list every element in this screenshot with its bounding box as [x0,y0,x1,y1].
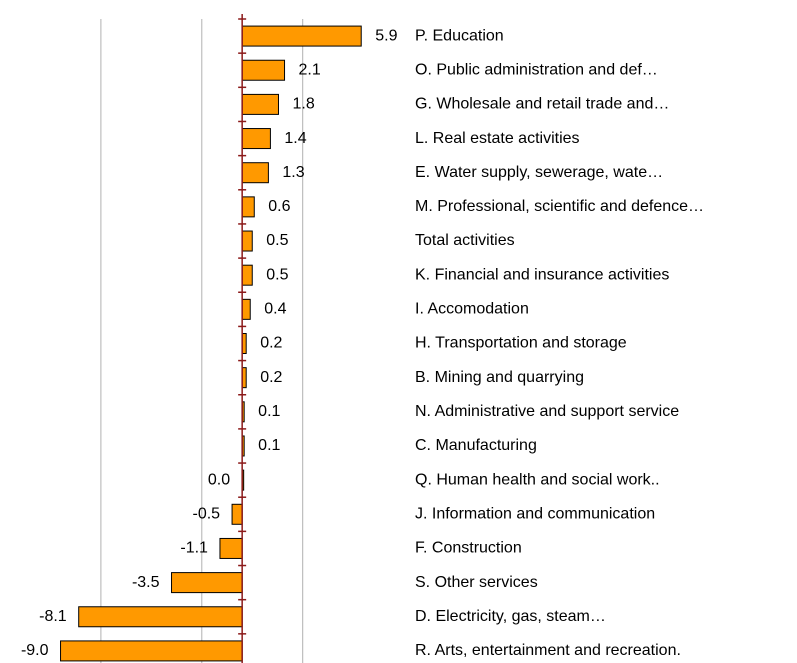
value-label: 1.4 [284,130,306,147]
value-label: 5.9 [375,27,397,44]
bar [241,128,271,150]
category-label: D. Electricity, gas, steam… [415,608,606,625]
category-label: R. Arts, entertainment and recreation. [415,642,681,659]
bar [241,59,286,81]
value-label: -1.1 [180,540,208,557]
bar [60,640,243,662]
category-label: G. Wholesale and retail trade and… [415,96,669,113]
bar [241,25,362,47]
bar [171,572,243,594]
value-label: 0.2 [260,335,282,352]
value-label: 0.2 [260,369,282,386]
value-label: -8.1 [39,608,67,625]
category-label: H. Transportation and storage [415,335,627,352]
bar [241,298,251,320]
category-label: P. Education [415,27,504,44]
bar [231,503,243,525]
category-label: C. Manufacturing [415,437,537,454]
value-label: 0.0 [208,471,230,488]
value-label: 0.5 [266,266,288,283]
category-label: N. Administrative and support service [415,403,679,420]
value-label: 1.8 [292,96,314,113]
value-label: -9.0 [21,642,49,659]
category-label: F. Construction [415,540,522,557]
value-label: 0.6 [268,198,290,215]
value-label: -3.5 [132,574,160,591]
value-label: 2.1 [299,61,321,78]
value-label: 0.1 [258,437,280,454]
category-label: Total activities [415,232,515,249]
value-label: 0.4 [264,301,286,318]
value-label: 0.5 [266,232,288,249]
bar [78,606,243,628]
bar [241,264,253,286]
category-label: O. Public administration and def… [415,61,658,78]
category-label: J. Information and communication [415,506,655,523]
category-label: K. Financial and insurance activities [415,266,669,283]
bar [241,93,279,115]
category-label: E. Water supply, sewerage, wate… [415,164,663,181]
bar [219,537,243,559]
category-label: S. Other services [415,574,538,591]
bar [241,196,255,218]
category-label: L. Real estate activities [415,130,580,147]
value-label: -0.5 [192,506,220,523]
value-label: 0.1 [258,403,280,420]
bar [241,162,269,184]
category-label: I. Accomodation [415,301,529,318]
value-label: 1.3 [282,164,304,181]
bar [241,230,253,252]
category-label: Q. Human health and social work.. [415,471,660,488]
category-label: M. Professional, scientific and defence… [415,198,704,215]
category-label: B. Mining and quarrying [415,369,584,386]
